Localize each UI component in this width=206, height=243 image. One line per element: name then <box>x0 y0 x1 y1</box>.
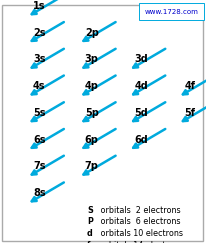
Text: 4d: 4d <box>134 81 147 91</box>
Text: 4p: 4p <box>84 81 98 91</box>
Text: 6d: 6d <box>134 135 147 145</box>
Text: 5s: 5s <box>33 108 45 118</box>
Text: 5d: 5d <box>134 108 147 118</box>
Text: f: f <box>87 241 90 243</box>
Text: 2s: 2s <box>33 28 45 38</box>
Text: orbitals 14 electrons: orbitals 14 electrons <box>98 241 183 243</box>
Text: 5p: 5p <box>84 108 98 118</box>
FancyBboxPatch shape <box>2 5 202 241</box>
Text: orbitals 10 electrons: orbitals 10 electrons <box>98 229 183 238</box>
Text: P: P <box>87 217 92 226</box>
Text: 7p: 7p <box>84 161 98 171</box>
Text: 4s: 4s <box>33 81 45 91</box>
Text: 5f: 5f <box>183 108 194 118</box>
Text: 6s: 6s <box>33 135 45 145</box>
Text: S: S <box>87 206 92 215</box>
Text: 7s: 7s <box>33 161 45 171</box>
Text: 4f: 4f <box>183 81 194 91</box>
Text: d: d <box>87 229 92 238</box>
Text: 3d: 3d <box>134 54 147 64</box>
Text: orbitals  2 electrons: orbitals 2 electrons <box>98 206 180 215</box>
Text: 3p: 3p <box>84 54 98 64</box>
Text: orbitals  6 electrons: orbitals 6 electrons <box>98 217 180 226</box>
Text: 3s: 3s <box>33 54 45 64</box>
Text: 2p: 2p <box>84 28 98 38</box>
Text: 8s: 8s <box>33 188 46 198</box>
Text: 1s: 1s <box>33 1 45 11</box>
Text: www.1728.com: www.1728.com <box>144 9 198 15</box>
Text: 6p: 6p <box>84 135 98 145</box>
